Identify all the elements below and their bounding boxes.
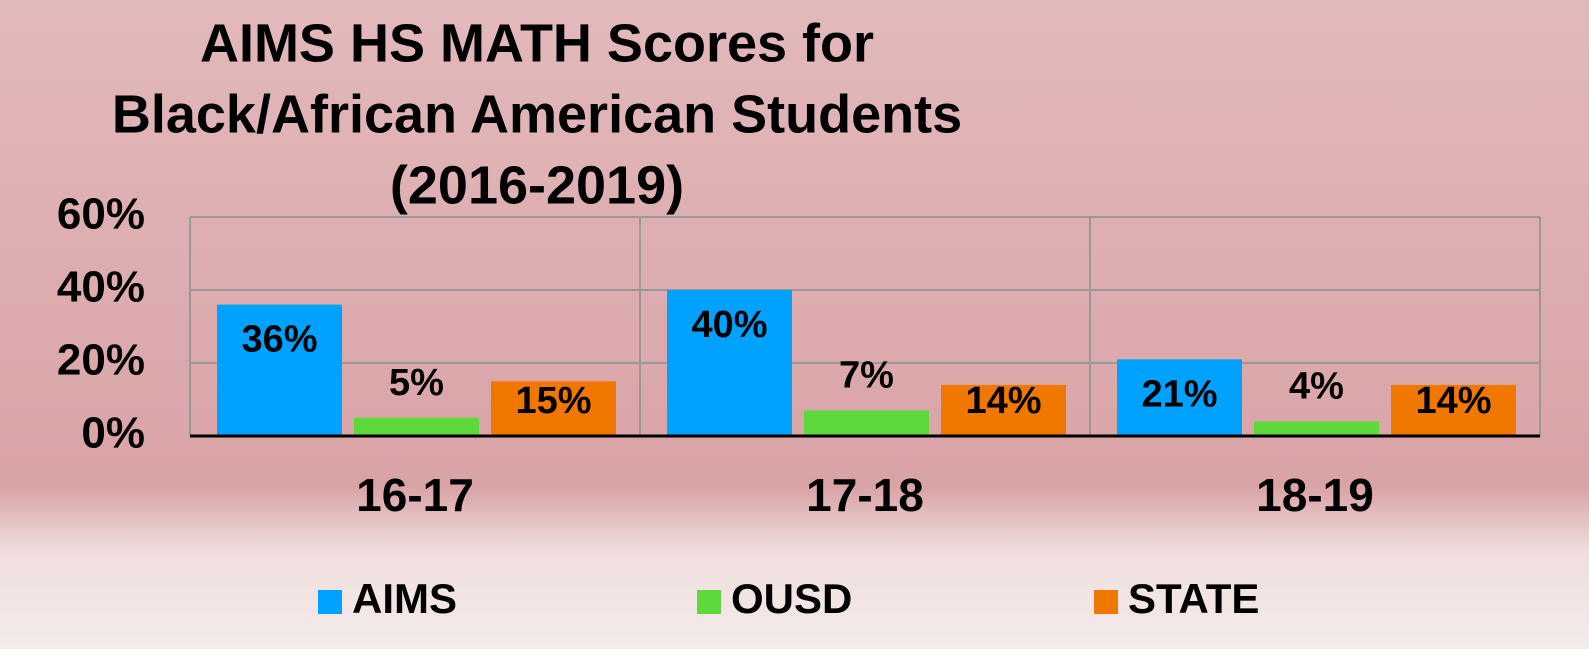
chart-title: (2016-2019) bbox=[390, 155, 684, 215]
bar bbox=[804, 410, 929, 436]
legend-label: STATE bbox=[1128, 575, 1259, 622]
value-label: 14% bbox=[1415, 380, 1491, 422]
y-tick-label: 40% bbox=[57, 263, 145, 312]
bar bbox=[1254, 421, 1379, 436]
y-tick-label: 0% bbox=[81, 409, 145, 458]
chart-title: AIMS HS MATH Scores for bbox=[200, 13, 874, 73]
y-tick-label: 60% bbox=[57, 190, 145, 239]
y-tick-label: 20% bbox=[57, 336, 145, 385]
bar bbox=[354, 418, 479, 436]
legend-label: OUSD bbox=[731, 575, 852, 622]
value-label: 4% bbox=[1289, 365, 1344, 407]
x-tick-label: 18-19 bbox=[1256, 469, 1374, 521]
value-label: 15% bbox=[515, 380, 591, 422]
chart-title: Black/African American Students bbox=[112, 84, 962, 144]
value-label: 7% bbox=[839, 354, 894, 396]
chart: AIMS HS MATH Scores for Black/African Am… bbox=[0, 0, 1589, 649]
x-tick-label: 17-18 bbox=[806, 469, 924, 521]
value-label: 40% bbox=[691, 304, 767, 346]
legend-label: AIMS bbox=[352, 575, 457, 622]
value-label: 21% bbox=[1141, 373, 1217, 415]
value-label: 5% bbox=[389, 362, 444, 404]
legend-swatch bbox=[318, 590, 342, 614]
value-label: 36% bbox=[241, 319, 317, 361]
legend-swatch bbox=[1094, 590, 1118, 614]
value-label: 14% bbox=[965, 380, 1041, 422]
legend-swatch bbox=[697, 590, 721, 614]
x-tick-label: 16-17 bbox=[356, 469, 474, 521]
